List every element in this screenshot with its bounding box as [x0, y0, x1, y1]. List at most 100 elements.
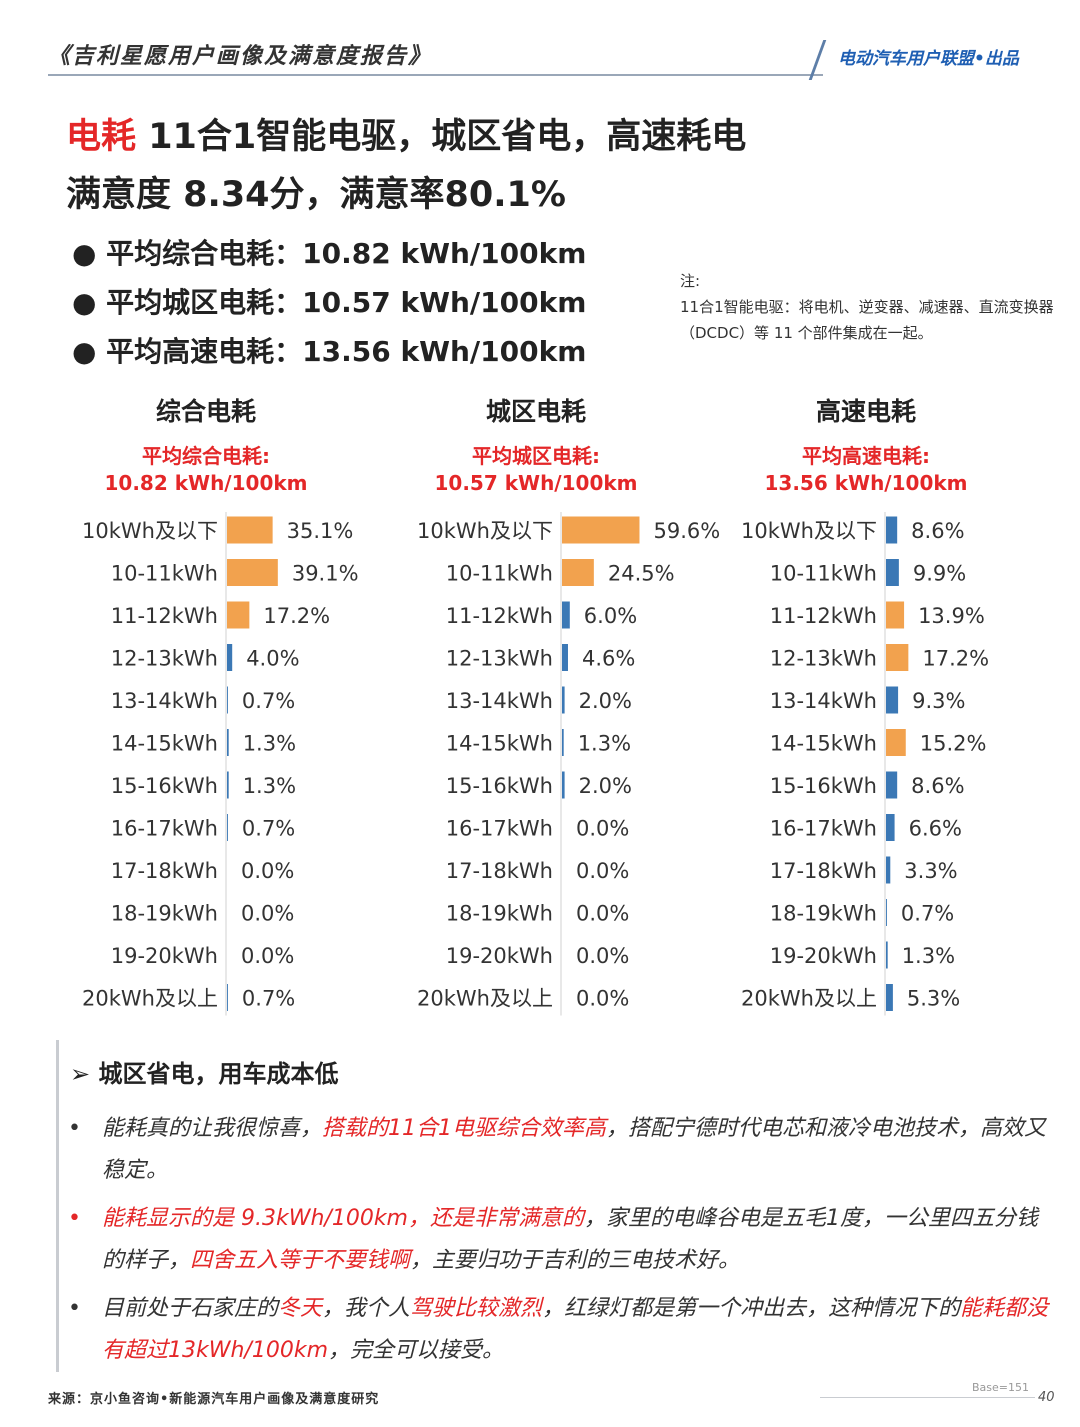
value-label: 1.3%: [902, 944, 955, 968]
bar: [562, 644, 568, 671]
category-label: 17-18kWh: [770, 859, 877, 883]
chart-subtitle-highway-label: 平均高速电耗:: [802, 444, 930, 468]
category-label: 10-11kWh: [446, 562, 553, 586]
note-label: 注:: [680, 272, 701, 290]
value-label: 3.3%: [904, 859, 957, 883]
bar: [886, 729, 906, 756]
category-label: 13-14kWh: [446, 689, 553, 713]
chart-title-highway: 高速电耗: [815, 397, 916, 426]
quote-segment: 目前处于石家庄的: [102, 1296, 279, 1321]
quote-text: 能耗显示的是 9.3kWh/100km，还是非常满意的，家里的电峰谷电是五毛1度…: [102, 1198, 1052, 1282]
category-label: 20kWh及以上: [741, 987, 877, 1011]
category-label: 15-16kWh: [111, 774, 218, 798]
quote-bullet: •: [68, 1116, 81, 1141]
value-label: 1.3%: [243, 732, 296, 756]
value-label: 5.3%: [907, 987, 960, 1011]
value-label: 0.7%: [242, 817, 295, 841]
chart-subtitle-combined: 平均综合电耗: 10.82 kWh/100km: [46, 443, 366, 497]
bar: [886, 686, 899, 714]
value-label: 24.5%: [608, 562, 675, 586]
value-label: 2.0%: [579, 689, 632, 713]
category-label: 13-14kWh: [770, 689, 877, 713]
avg-highway: ● 平均高速电耗：13.56 kWh/100km: [72, 335, 587, 368]
category-label: 10-11kWh: [770, 562, 877, 586]
quote-highlight: 搭载的11合1电驱综合效率高: [322, 1116, 607, 1141]
category-label: 19-20kWh: [446, 944, 553, 968]
bar: [562, 601, 570, 629]
category-label: 10-11kWh: [111, 562, 218, 586]
value-label: 17.2%: [263, 604, 330, 628]
bar: [562, 771, 565, 799]
bar: [886, 856, 891, 884]
category-label: 18-19kWh: [770, 902, 877, 926]
section-title: ➢ 城区省电，用车成本低: [70, 1060, 339, 1088]
chart-title-city: 城区电耗: [485, 397, 586, 426]
sample-base: Base=151: [972, 1381, 1029, 1394]
category-label: 12-13kWh: [770, 647, 877, 671]
category-label: 20kWh及以上: [417, 987, 553, 1011]
value-label: 35.1%: [287, 519, 354, 543]
chart-subtitle-city: 平均城区电耗: 10.57 kWh/100km: [376, 443, 696, 497]
bar: [227, 559, 278, 586]
quote-segment: ，主要归功于吉利的三电技术好。: [410, 1248, 741, 1273]
chart-title-combined: 综合电耗: [155, 397, 256, 426]
value-label: 6.0%: [584, 604, 637, 628]
page-number: 40: [1038, 1390, 1055, 1405]
value-label: 0.0%: [576, 902, 629, 926]
category-label: 18-19kWh: [111, 902, 218, 926]
value-label: 15.2%: [920, 732, 987, 756]
value-label: 39.1%: [292, 562, 359, 586]
quote-highlight: 能耗显示的是 9.3kWh/100km，还是非常满意的: [102, 1206, 584, 1231]
note-text: 11合1智能电驱：将电机、逆变器、减速器、直流变换器（DCDC）等 11 个部件…: [680, 298, 1054, 342]
value-label: 4.6%: [582, 647, 635, 671]
category-label: 20kWh及以上: [82, 987, 218, 1011]
category-label: 16-17kWh: [446, 817, 553, 841]
bar: [886, 941, 888, 969]
quote-bullet: •: [68, 1206, 81, 1231]
bar: [886, 984, 893, 1011]
category-label: 18-19kWh: [446, 902, 553, 926]
category-label: 17-18kWh: [446, 859, 553, 883]
value-label: 59.6%: [653, 519, 720, 543]
quote-segment: ，红绿灯都是第一个冲出去，这种情况下的: [542, 1296, 961, 1321]
chart-subtitle-city-value: 10.57 kWh/100km: [434, 471, 638, 495]
quote-highlight: 四舍五入等于不要钱啊: [190, 1248, 411, 1273]
category-label: 11-12kWh: [446, 604, 553, 628]
bar: [886, 644, 909, 671]
category-label: 13-14kWh: [111, 689, 218, 713]
bar: [227, 516, 273, 544]
value-label: 0.7%: [242, 987, 295, 1011]
quote-highlight: 能耗都没有超过13kWh/100km: [102, 1296, 1049, 1363]
chart-highway: 10kWh及以下 8.6% 10-11kWh 9.9% 11-12kWh 13.9% 12-…: [741, 512, 989, 1016]
category-label: 11-12kWh: [770, 604, 877, 628]
section-divider: [56, 1040, 59, 1372]
quote-1: • 能耗真的让我很惊喜，搭载的11合1电驱综合效率高，搭配宁德时代电芯和液冷电池…: [68, 1108, 1058, 1192]
brand-label: 电动汽车用户联盟•出品: [838, 49, 1019, 69]
category-label: 10kWh及以下: [417, 519, 553, 543]
quote-highlight: 冬天: [278, 1296, 323, 1321]
headline-line1-rest: 11合1智能电驱，城区省电，高速耗电: [136, 117, 747, 157]
value-label: 17.2%: [922, 647, 989, 671]
category-label: 16-17kWh: [111, 817, 218, 841]
bar: [886, 771, 898, 799]
report-title: 《吉利星愿用户画像及满意度报告》: [48, 44, 433, 69]
bar: [562, 516, 640, 544]
value-label: 1.3%: [578, 732, 631, 756]
value-label: 9.3%: [912, 689, 965, 713]
avg-city: ● 平均城区电耗：10.57 kWh/100km: [72, 286, 587, 319]
value-label: 0.0%: [241, 859, 294, 883]
value-label: 0.0%: [576, 859, 629, 883]
headline-line1: 电耗 11合1智能电驱，城区省电，高速耗电: [66, 108, 746, 159]
bar: [227, 686, 228, 714]
bar: [562, 729, 564, 756]
value-label: 13.9%: [918, 604, 985, 628]
category-label: 15-16kWh: [446, 774, 553, 798]
bar: [227, 984, 228, 1011]
value-label: 0.7%: [901, 902, 954, 926]
bar: [227, 814, 228, 841]
chart-city: 10kWh及以下 59.6% 10-11kWh 24.5% 11-12kWh 6.0% 12…: [417, 512, 720, 1016]
value-label: 0.0%: [576, 987, 629, 1011]
bar: [886, 814, 895, 841]
category-label: 12-13kWh: [111, 647, 218, 671]
